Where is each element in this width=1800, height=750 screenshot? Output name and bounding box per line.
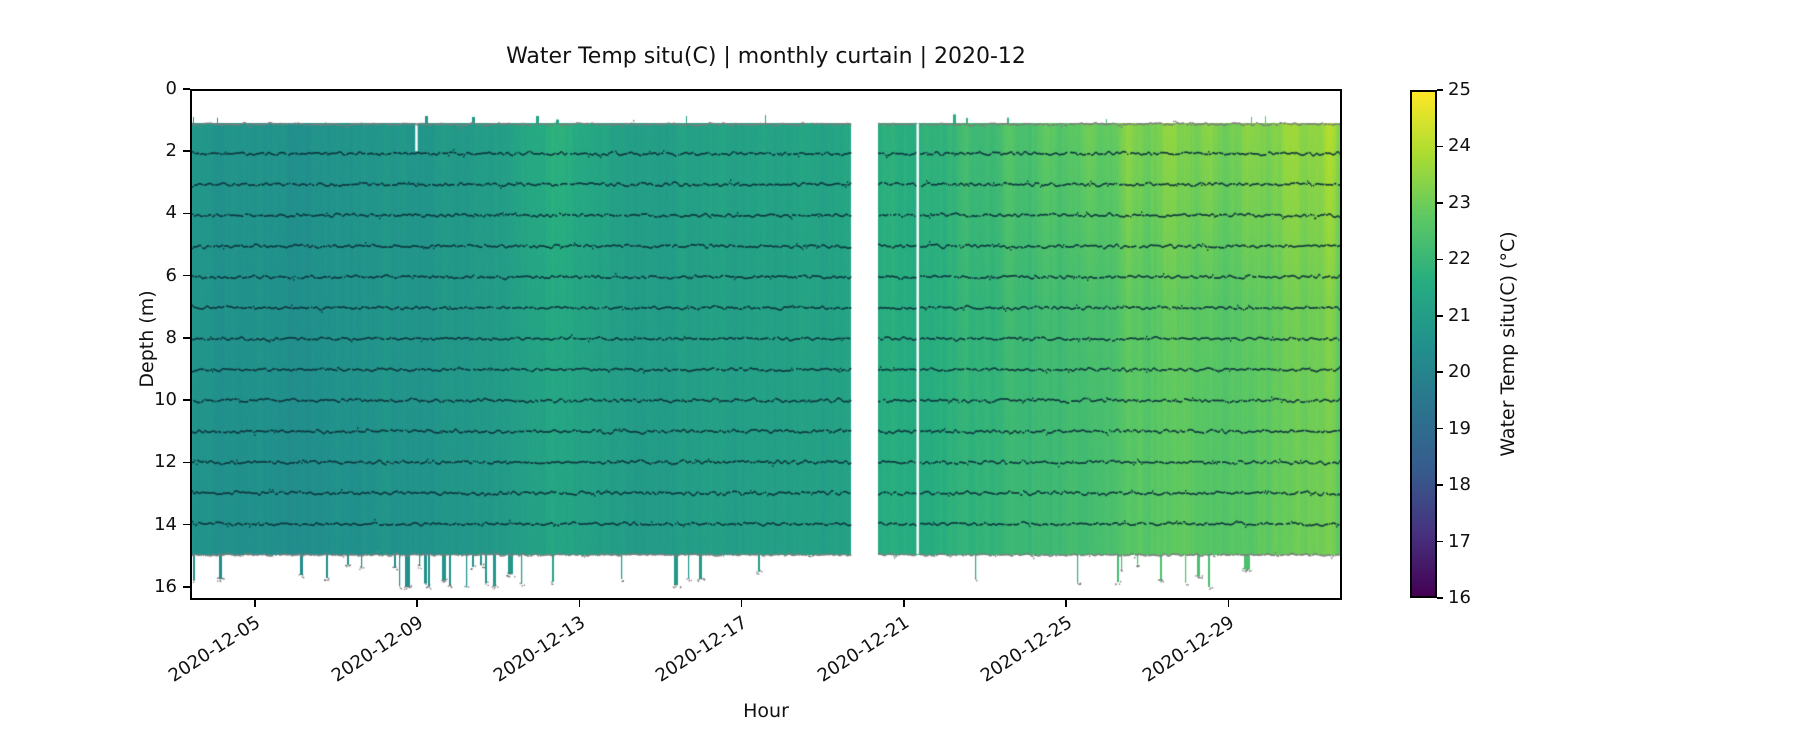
x-tick-label: 2020-12-17 xyxy=(651,612,752,687)
y-tick-label: 14 xyxy=(154,513,177,535)
y-tick-label: 4 xyxy=(165,202,177,224)
x-tick-mark xyxy=(578,600,581,607)
colorbar-tick-label: 20 xyxy=(1448,361,1471,383)
y-tick-mark xyxy=(183,337,190,339)
colorbar-tick-label: 24 xyxy=(1448,135,1471,157)
y-tick-mark xyxy=(183,461,190,464)
colorbar-tick-mark xyxy=(1437,427,1443,430)
y-tick-mark xyxy=(183,274,190,277)
x-tick-mark xyxy=(1065,600,1067,607)
y-tick-mark xyxy=(183,150,190,152)
y-tick-mark xyxy=(183,586,190,588)
x-tick-label: 2020-12-25 xyxy=(976,612,1076,687)
colorbar-tick-label: 19 xyxy=(1448,417,1471,439)
x-tick-label: 2020-12-09 xyxy=(327,612,427,687)
y-tick-mark xyxy=(183,399,190,401)
y-tick-mark xyxy=(183,88,190,90)
x-tick-mark xyxy=(254,600,256,607)
x-tick-mark xyxy=(740,600,743,607)
colorbar-tick-label: 22 xyxy=(1448,248,1471,270)
y-tick-label: 16 xyxy=(154,575,177,597)
colorbar-tick-label: 17 xyxy=(1448,530,1471,552)
colorbar-gradient xyxy=(1412,92,1435,596)
colorbar-tick-mark xyxy=(1437,89,1443,91)
y-tick-mark xyxy=(183,523,190,526)
colorbar-tick-mark xyxy=(1437,315,1443,317)
y-tick-label: 8 xyxy=(165,326,177,348)
y-tick-label: 0 xyxy=(165,78,177,99)
x-axis-label: Hour xyxy=(743,700,789,722)
x-tick-mark xyxy=(903,600,905,607)
colorbar-tick-label: 25 xyxy=(1448,79,1471,100)
y-tick-label: 6 xyxy=(165,264,177,286)
colorbar-tick-mark xyxy=(1437,484,1443,486)
colorbar-tick-label: 18 xyxy=(1448,474,1471,496)
x-tick-label: 2020-12-29 xyxy=(1138,612,1238,687)
colorbar xyxy=(1410,90,1437,598)
colorbar-tick-mark xyxy=(1437,258,1443,261)
colorbar-tick-label: 23 xyxy=(1448,191,1471,213)
colorbar-tick-mark xyxy=(1437,597,1443,599)
colorbar-tick-mark xyxy=(1437,371,1443,373)
y-tick-label: 2 xyxy=(165,140,177,162)
y-tick-label: 10 xyxy=(154,389,177,411)
colorbar-tick-label: 16 xyxy=(1448,587,1471,608)
x-tick-label: 2020-12-21 xyxy=(814,612,914,687)
x-tick-label: 2020-12-05 xyxy=(165,612,265,687)
chart-title: Water Temp situ(C) | monthly curtain | 2… xyxy=(506,44,1026,69)
colorbar-tick-mark xyxy=(1437,145,1443,148)
plot-area xyxy=(190,89,1342,600)
curtain-canvas xyxy=(192,91,1340,598)
x-tick-label: 2020-12-13 xyxy=(489,612,589,687)
colorbar-tick-mark xyxy=(1437,202,1443,204)
x-tick-mark xyxy=(416,600,418,607)
colorbar-tick-mark xyxy=(1437,540,1443,543)
colorbar-tick-label: 21 xyxy=(1448,304,1471,326)
y-tick-label: 12 xyxy=(154,451,177,473)
y-tick-mark xyxy=(183,212,190,215)
x-tick-mark xyxy=(1227,600,1230,607)
